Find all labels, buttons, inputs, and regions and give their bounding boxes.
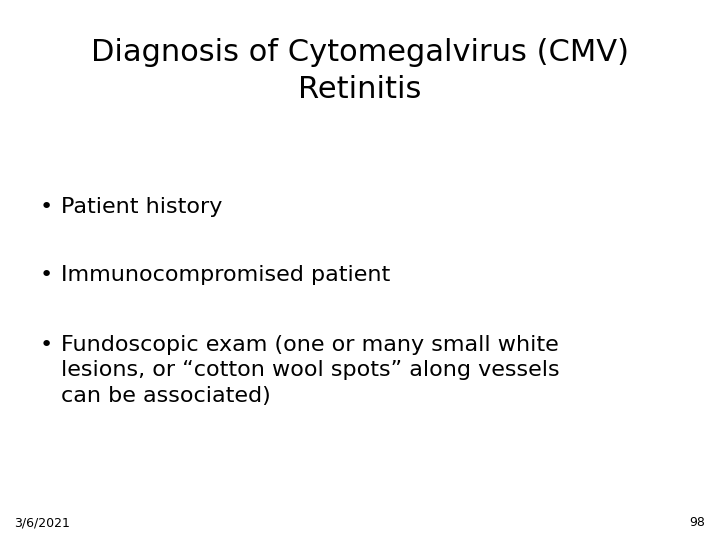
Text: Immunocompromised patient: Immunocompromised patient — [61, 265, 390, 285]
Text: Diagnosis of Cytomegalvirus (CMV)
Retinitis: Diagnosis of Cytomegalvirus (CMV) Retini… — [91, 38, 629, 104]
Text: •: • — [40, 265, 53, 285]
Text: 3/6/2021: 3/6/2021 — [14, 516, 71, 529]
Text: •: • — [40, 335, 53, 355]
Text: Fundoscopic exam (one or many small white
lesions, or “cotton wool spots” along : Fundoscopic exam (one or many small whit… — [61, 335, 560, 406]
Text: Patient history: Patient history — [61, 197, 222, 217]
Text: 98: 98 — [690, 516, 706, 529]
Text: •: • — [40, 197, 53, 217]
